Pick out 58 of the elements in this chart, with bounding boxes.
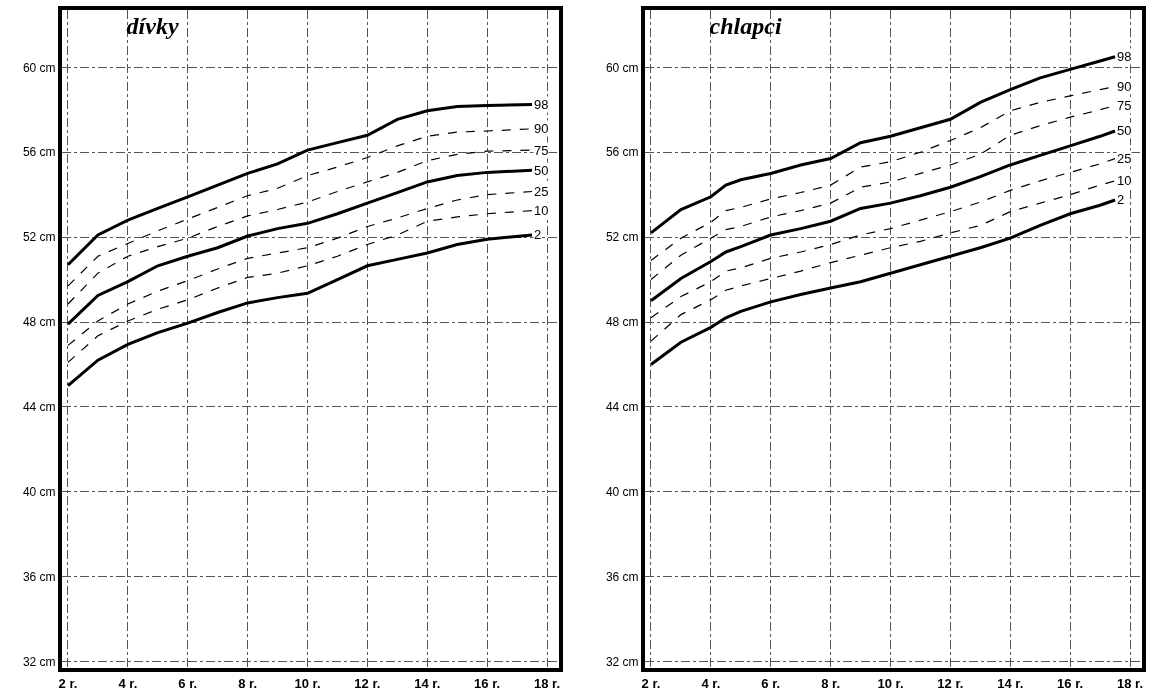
- x-tick-label: 8 r.: [821, 675, 841, 691]
- x-tick-label: 10 r.: [877, 675, 904, 691]
- line-series: [66, 233, 534, 388]
- y-tick-label: 44 cm: [605, 400, 639, 415]
- y-tick-label: 32 cm: [22, 654, 56, 669]
- x-tick-label: 4 r.: [701, 675, 721, 691]
- series-label: 75: [1117, 98, 1132, 113]
- series-label: 50: [1117, 123, 1132, 138]
- x-tick-label: 6 r.: [178, 675, 198, 691]
- x-tick-label: 2 r.: [58, 675, 78, 691]
- line-series: [650, 180, 1116, 342]
- x-tick-label: 12 r.: [937, 675, 964, 691]
- line-series: [67, 209, 533, 363]
- x-tick-label: 2 r.: [641, 675, 661, 691]
- x-tick-label: 4 r.: [118, 675, 138, 691]
- line-series: [649, 129, 1117, 303]
- y-tick-label: 40 cm: [605, 485, 639, 500]
- series-label: 98: [1117, 49, 1132, 64]
- x-tick-label: 14 r.: [997, 675, 1024, 691]
- series-label: 2: [534, 227, 542, 242]
- line-series: [67, 190, 533, 346]
- y-tick-label: 44 cm: [22, 400, 56, 415]
- y-tick-label: 36 cm: [605, 569, 639, 584]
- series-label: 98: [534, 97, 549, 112]
- series-label: 10: [534, 203, 549, 218]
- chart-title: dívky: [126, 13, 179, 40]
- y-tick-label: 32 cm: [605, 654, 639, 669]
- series-label: 2: [1117, 192, 1125, 207]
- x-tick-label: 16 r.: [1057, 675, 1084, 691]
- y-tick-label: 40 cm: [22, 485, 56, 500]
- x-tick-label: 18 r.: [1117, 675, 1144, 691]
- x-tick-label: 12 r.: [354, 675, 381, 691]
- y-tick-label: 36 cm: [22, 569, 56, 584]
- y-tick-label: 48 cm: [22, 315, 56, 330]
- y-tick-label: 56 cm: [605, 145, 639, 160]
- chart-title: chlapci: [709, 13, 782, 40]
- series-label: 25: [534, 184, 549, 199]
- y-tick-label: 60 cm: [605, 60, 639, 75]
- y-tick-label: 52 cm: [22, 230, 56, 245]
- series-label: 90: [534, 121, 549, 136]
- x-tick-label: 10 r.: [294, 675, 321, 691]
- series-label: 90: [1117, 79, 1132, 94]
- y-tick-label: 60 cm: [22, 60, 56, 75]
- line-series: [66, 102, 534, 267]
- x-tick-label: 8 r.: [238, 675, 258, 691]
- y-tick-label: 48 cm: [605, 315, 639, 330]
- line-series: [649, 55, 1117, 235]
- x-tick-label: 18 r.: [534, 675, 561, 691]
- x-tick-label: 16 r.: [474, 675, 501, 691]
- series-label: 50: [534, 163, 549, 178]
- series-label: 25: [1117, 151, 1132, 166]
- y-tick-label: 52 cm: [605, 230, 639, 245]
- series-label: 10: [1117, 173, 1132, 188]
- y-tick-label: 56 cm: [22, 145, 56, 160]
- x-tick-label: 6 r.: [761, 675, 781, 691]
- series-label: 75: [534, 143, 549, 158]
- x-tick-label: 14 r.: [414, 675, 441, 691]
- line-series: [66, 168, 534, 326]
